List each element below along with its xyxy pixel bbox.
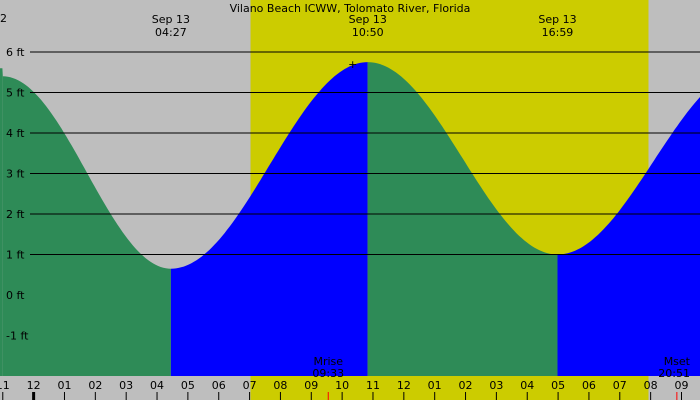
y-axis-ticks: -1 ft 0 ft 1 ft 2 ft 3 ft 4 ft 5 ft 6 ft xyxy=(6,46,29,343)
x-tick-label: 01 xyxy=(428,379,442,392)
tide-event-time: 04:27 xyxy=(155,26,187,39)
tide-event-date: Sep 13 xyxy=(152,13,190,26)
x-tick-label: 09 xyxy=(304,379,318,392)
x-tick-label: 11 xyxy=(366,379,380,392)
y-tick-label: 3 ft xyxy=(6,168,25,181)
moon-event-time: 09:33 xyxy=(312,367,344,380)
x-tick-label: 08 xyxy=(644,379,658,392)
tide-event-date: Sep 13 xyxy=(349,13,387,26)
y-tick-label: 1 ft xyxy=(6,249,25,262)
falling-tide-area xyxy=(367,62,558,376)
falling-tide-area xyxy=(2,76,171,377)
tide-event-date: Sep 13 xyxy=(538,13,576,26)
rising-tide-area xyxy=(557,97,700,376)
falling-tide-area xyxy=(0,68,3,376)
x-tick-label: 09 xyxy=(674,379,688,392)
tide-area xyxy=(0,62,700,377)
x-tick-label: 12 xyxy=(27,379,41,392)
x-tick-label: 06 xyxy=(582,379,596,392)
x-tick-label: 05 xyxy=(551,379,565,392)
y-tick-label: 6 ft xyxy=(6,46,25,59)
corner-label: 2 xyxy=(0,12,7,25)
grid-lines xyxy=(30,51,700,256)
x-tick-label: 08 xyxy=(273,379,287,392)
y-tick-label: 2 ft xyxy=(6,208,25,221)
x-tick-label: 02 xyxy=(459,379,473,392)
y-tick-label: 5 ft xyxy=(6,87,25,100)
x-tick-label: 12 xyxy=(397,379,411,392)
x-tick-label: 03 xyxy=(119,379,133,392)
moon-event-time: 20:51 xyxy=(658,367,690,380)
x-tick-label: 01 xyxy=(57,379,71,392)
tide-event-time: 10:50 xyxy=(352,26,384,39)
x-tick-label: 10 xyxy=(335,379,349,392)
x-tick-label: 06 xyxy=(212,379,226,392)
x-tick-label: 11 xyxy=(0,379,10,392)
x-tick-label: 04 xyxy=(520,379,534,392)
tide-event-time: 16:59 xyxy=(542,26,574,39)
moon-event-name: Mrise xyxy=(313,355,343,368)
chart-title: Vilano Beach ICWW, Tolomato River, Flori… xyxy=(230,2,471,15)
y-tick-label: -1 ft xyxy=(6,330,29,343)
high-tide-marker: + xyxy=(348,58,357,71)
x-tick-label: 07 xyxy=(243,379,257,392)
moon-event-name: Mset xyxy=(664,355,691,368)
y-tick-label: 0 ft xyxy=(6,289,25,302)
y-tick-label: 4 ft xyxy=(6,127,25,140)
x-tick-label: 07 xyxy=(613,379,627,392)
x-tick-label: 03 xyxy=(489,379,503,392)
x-tick-label: 04 xyxy=(150,379,164,392)
rising-tide-area xyxy=(170,62,368,376)
x-tick-label: 02 xyxy=(88,379,102,392)
x-axis-ticks: 11 12 01 02 03 04 05 06 07 08 09 10 11 12 01 02 03 04 05 06… xyxy=(0,379,688,400)
x-tick-label: 05 xyxy=(181,379,195,392)
